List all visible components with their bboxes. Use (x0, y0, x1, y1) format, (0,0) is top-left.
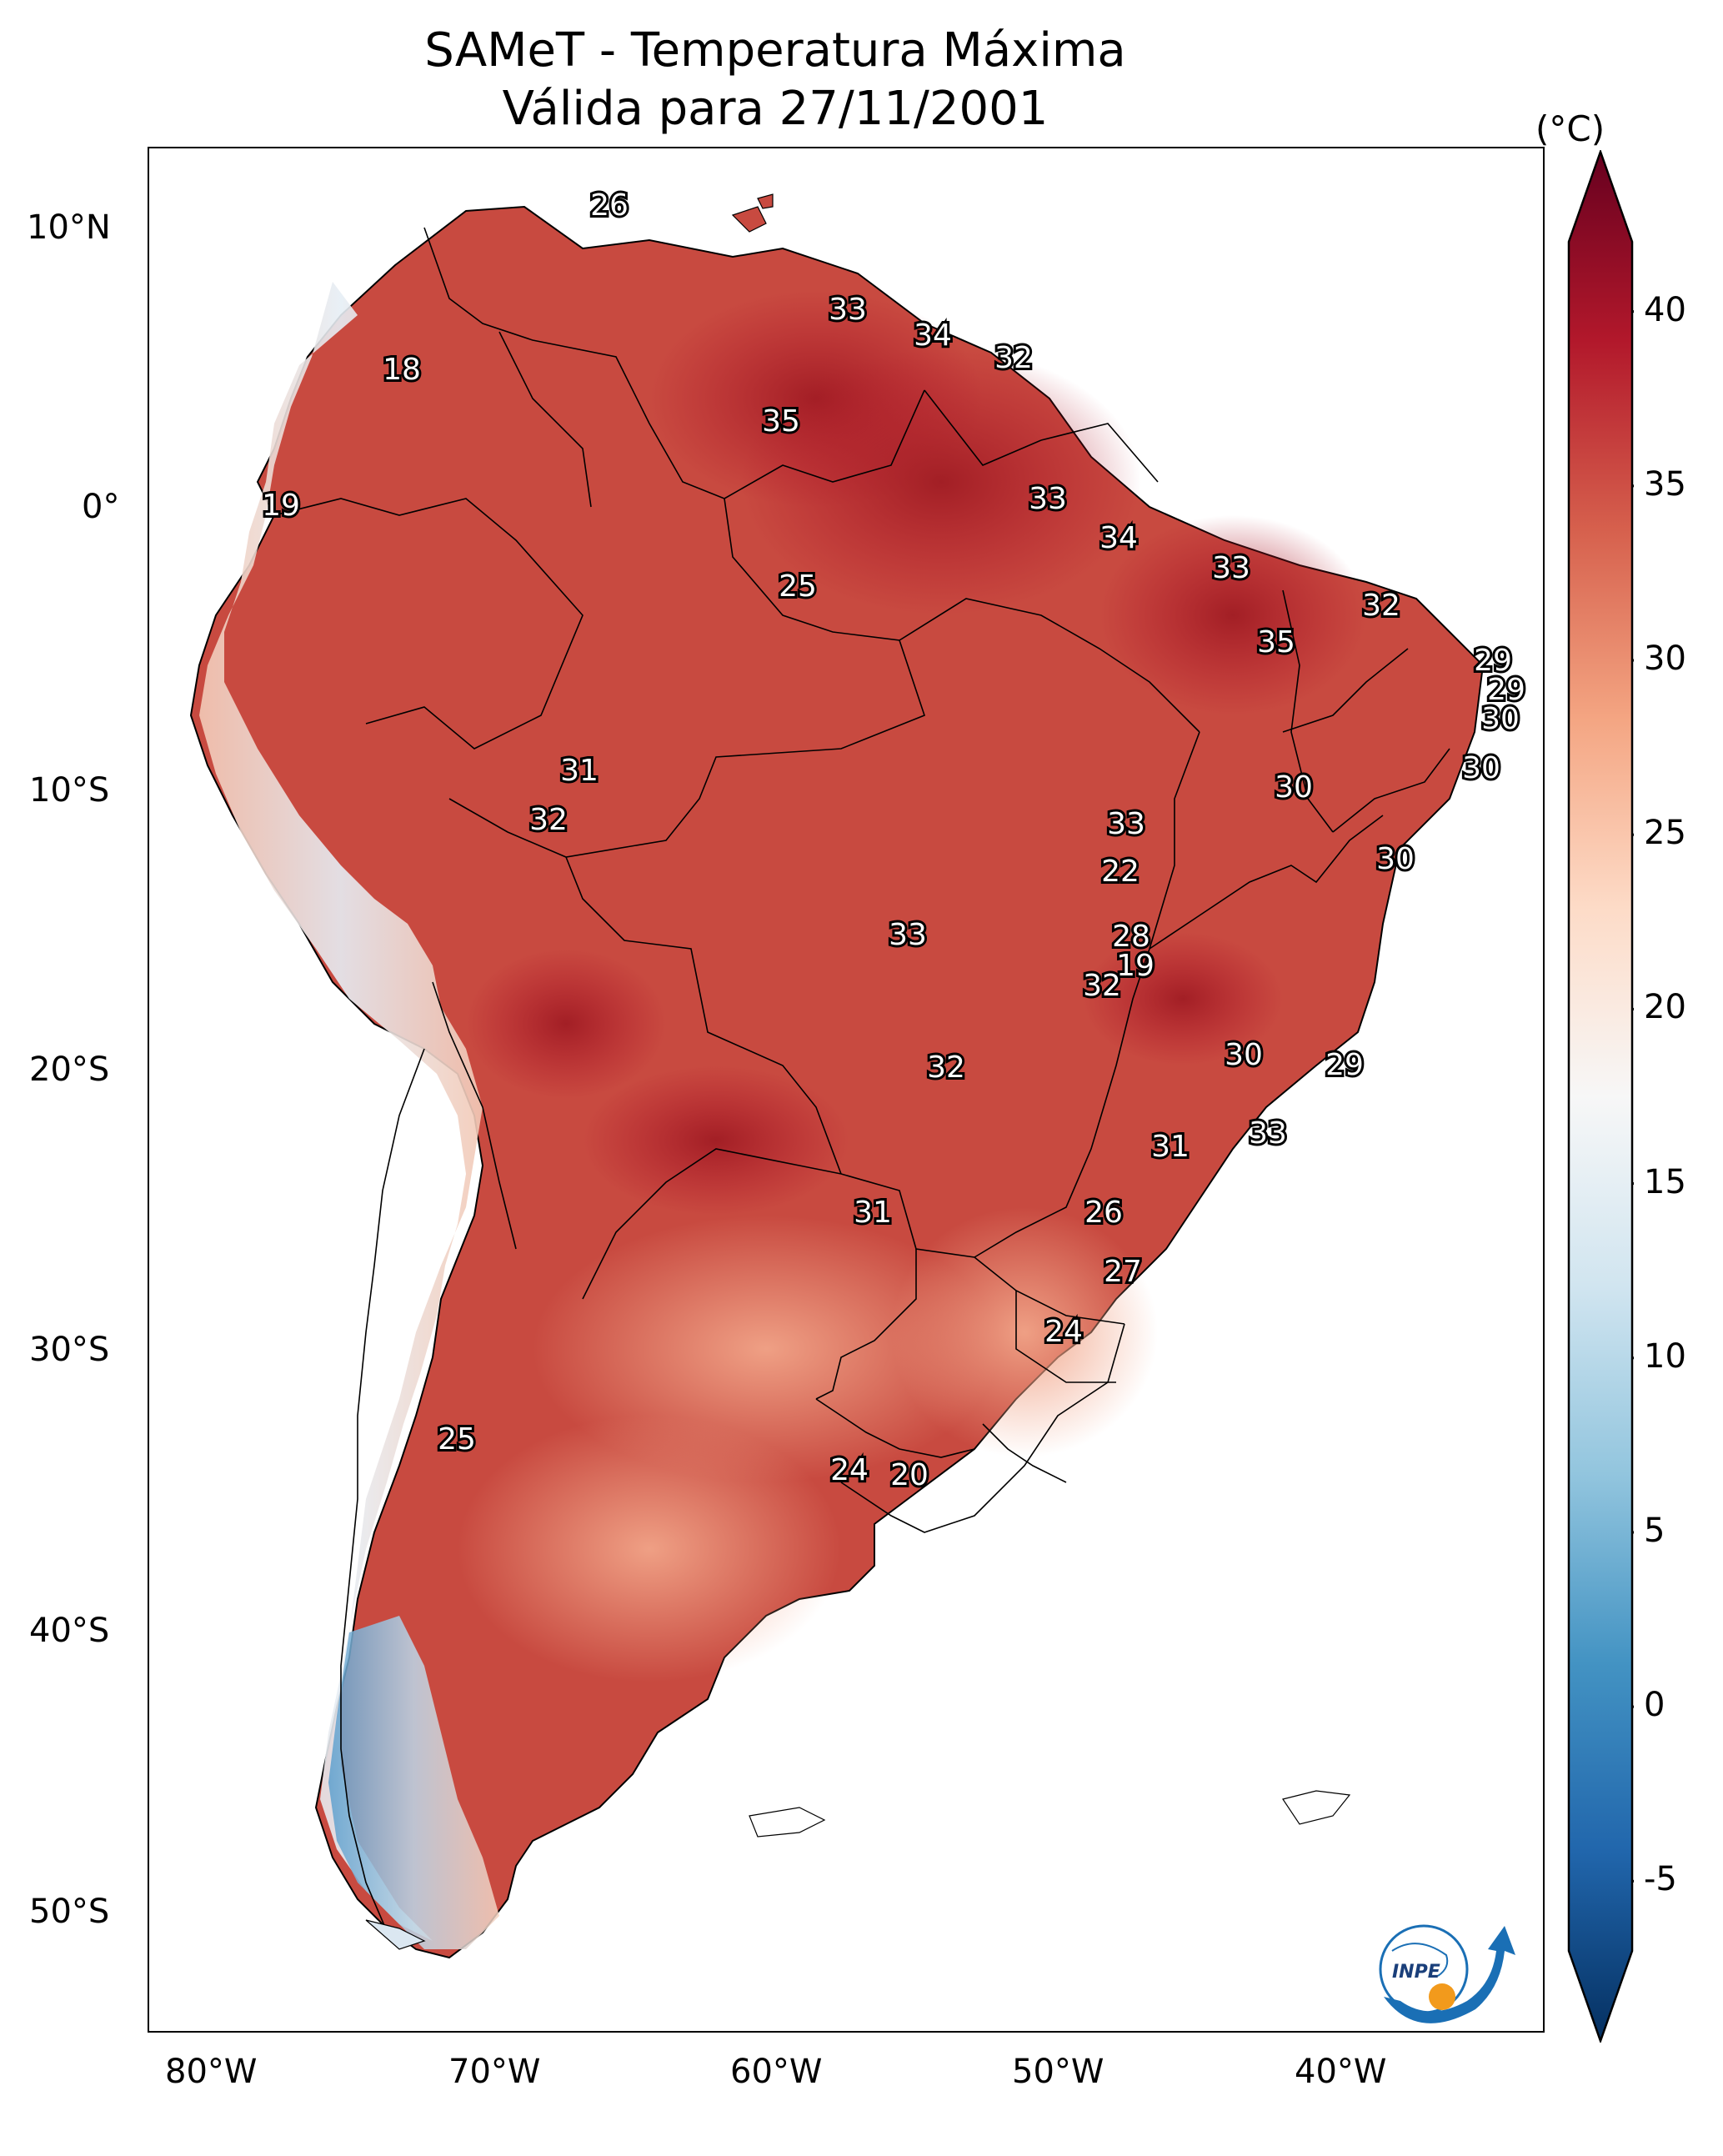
city-temp-label: 35 (1257, 625, 1295, 659)
city-temp-label: 28 (1112, 920, 1150, 954)
city-temp-label: 35 (762, 404, 800, 439)
colorbar-ticks (1632, 310, 1634, 1883)
logo-text: INPE (1392, 1962, 1440, 1983)
city-temp-label: 31 (1151, 1130, 1190, 1164)
city-temp-label: 33 (1107, 807, 1145, 841)
colorbar-tick-label: 15 (1644, 1162, 1686, 1201)
colorbar-tick-label: 20 (1644, 988, 1686, 1027)
city-temp-label: 29 (1487, 673, 1525, 707)
city-temp-label: 26 (590, 188, 629, 223)
patagonia-cool-zone (328, 1616, 499, 1949)
lat-label-50s: 50°S (29, 1893, 110, 1931)
city-temp-label: 20 (890, 1458, 929, 1492)
city-temp-label: 30 (1275, 770, 1313, 805)
city-temp-label: 34 (1099, 521, 1138, 555)
city-temp-label: 32 (1083, 969, 1121, 1003)
city-temp-label: 33 (889, 918, 927, 952)
city-temp-label: 19 (1116, 949, 1155, 983)
colorbar (1567, 150, 1634, 2043)
lat-label-10s: 10°S (29, 771, 110, 810)
city-temp-label: 31 (560, 754, 599, 788)
city-temp-label: 33 (1212, 551, 1250, 585)
city-temp-label: 26 (1084, 1196, 1123, 1230)
lon-label-50w: 50°W (1012, 2053, 1104, 2091)
colorbar-tick-label: 40 (1644, 290, 1686, 329)
city-temp-label: 22 (1101, 855, 1139, 889)
city-temp-label: 18 (383, 353, 421, 387)
lat-label-30s: 30°S (29, 1331, 110, 1369)
colorbar-body (1567, 150, 1634, 2043)
city-temp-label: 29 (1325, 1048, 1364, 1082)
coastline-details (365, 193, 1351, 1950)
city-temp-label: 30 (1225, 1038, 1263, 1072)
colorbar-tick-label: 10 (1644, 1336, 1686, 1376)
colorbar-tick-label: 35 (1644, 464, 1686, 504)
lon-label-40w: 40°W (1295, 2053, 1387, 2091)
city-temp-label: 32 (529, 803, 568, 837)
lon-label-70w: 70°W (448, 2053, 541, 2091)
colorbar-tick-label: 25 (1644, 814, 1686, 853)
city-temp-label: 25 (438, 1422, 476, 1457)
lat-label-40s: 40°S (29, 1612, 110, 1650)
lat-label-20s: 20°S (29, 1050, 110, 1089)
city-temp-label: 29 (1474, 644, 1512, 678)
colorbar-tick-label: 5 (1644, 1511, 1665, 1550)
city-temp-label: 30 (1462, 751, 1500, 785)
map-title: SAMeT - Temperatura Máxima (424, 23, 1126, 78)
city-temp-label: 19 (262, 489, 300, 523)
city-temp-label: 33 (829, 293, 867, 327)
city-temp-label: 32 (927, 1050, 965, 1085)
inpe-logo: INPE (1379, 1924, 1515, 2023)
city-temp-label: 33 (1249, 1116, 1287, 1151)
city-temp-label: 24 (830, 1453, 869, 1487)
country-borders (273, 227, 1450, 1942)
city-temp-label: 30 (1376, 842, 1415, 876)
lat-label-0: 0° (82, 488, 120, 526)
city-temp-label: 34 (914, 318, 952, 353)
city-temp-label: 31 (854, 1196, 892, 1230)
city-temp-label: 32 (994, 341, 1033, 375)
map-subtitle: Válida para 27/11/2001 (502, 82, 1049, 136)
city-temp-label: 27 (1104, 1255, 1142, 1289)
city-temp-label: 30 (1481, 702, 1520, 736)
lon-label-80w: 80°W (165, 2053, 258, 2091)
city-temp-label: 25 (779, 569, 817, 604)
colorbar-tick-label: 0 (1644, 1686, 1665, 1725)
city-temp-label: 24 (1044, 1315, 1083, 1349)
colorbar-tick-label: -5 (1644, 1860, 1677, 1899)
city-temp-label: 32 (1362, 589, 1400, 623)
colorbar-unit: (°C) (1535, 108, 1605, 149)
map-panel: 26 33 34 32 18 35 19 33 34 33 25 32 35 29 29 30 30 30 31 32… (148, 147, 1545, 2033)
lon-label-60w: 60°W (730, 2053, 823, 2091)
colorbar-tick-label: 30 (1644, 639, 1686, 679)
lat-label-10n: 10°N (27, 208, 111, 247)
city-temp-label: 33 (1029, 482, 1067, 516)
